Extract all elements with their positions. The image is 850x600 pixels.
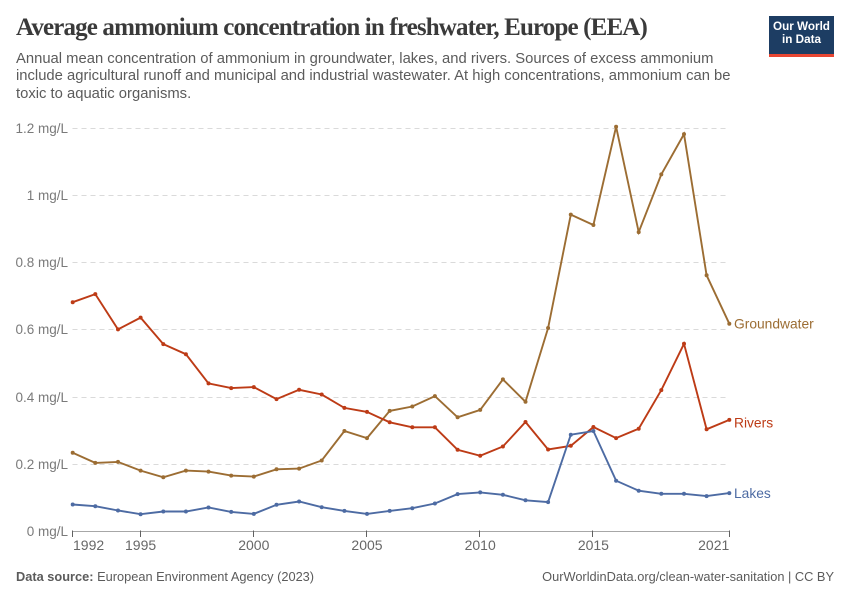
svg-text:0.8 mg/L: 0.8 mg/L [15,255,68,270]
svg-text:0.2 mg/L: 0.2 mg/L [15,457,68,472]
svg-text:Rivers: Rivers [734,416,773,431]
svg-text:1992: 1992 [73,537,104,553]
svg-text:0.4 mg/L: 0.4 mg/L [15,390,68,405]
svg-text:1.2 mg/L: 1.2 mg/L [15,121,68,136]
svg-text:0.6 mg/L: 0.6 mg/L [15,322,68,337]
svg-text:0 mg/L: 0 mg/L [27,524,69,539]
svg-text:2015: 2015 [578,537,609,553]
svg-text:1 mg/L: 1 mg/L [27,188,69,203]
svg-text:2000: 2000 [238,537,269,553]
svg-text:2005: 2005 [351,537,382,553]
svg-text:Groundwater: Groundwater [734,317,814,332]
svg-text:2010: 2010 [465,537,496,553]
svg-text:Lakes: Lakes [734,486,771,501]
svg-text:1995: 1995 [125,537,156,553]
svg-text:2021: 2021 [698,537,729,553]
